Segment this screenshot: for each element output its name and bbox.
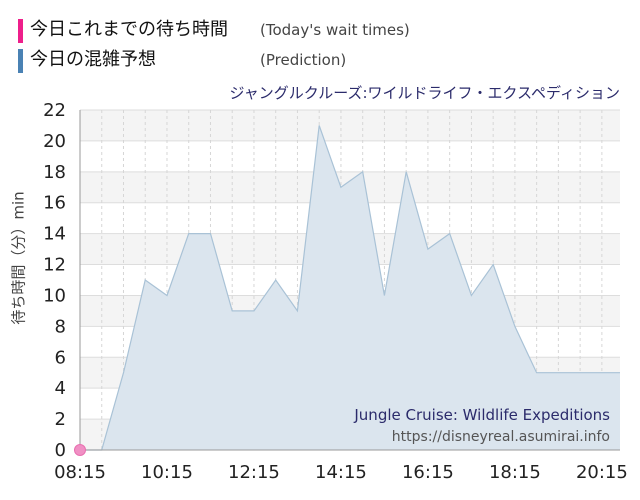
x-tick-label: 16:15 bbox=[402, 462, 454, 483]
y-tick-label: 4 bbox=[55, 378, 66, 399]
y-tick-label: 18 bbox=[43, 162, 66, 183]
x-tick-label: 08:15 bbox=[54, 462, 106, 483]
chart-title: ジャングルクルーズ:ワイルドライフ・エクスペディション bbox=[229, 84, 620, 102]
legend-sub-today: (Today's wait times) bbox=[260, 21, 410, 39]
y-tick-label: 10 bbox=[43, 285, 66, 306]
series-prediction-line bbox=[80, 125, 620, 451]
series-prediction-area bbox=[80, 125, 620, 450]
x-tick-label: 10:15 bbox=[141, 462, 193, 483]
x-tick-label: 18:15 bbox=[489, 462, 541, 483]
x-tick-label: 14:15 bbox=[315, 462, 367, 483]
today-point bbox=[74, 444, 86, 456]
legend-item-today: 今日これまでの待ち時間 (Today's wait times) bbox=[18, 17, 618, 43]
grid-band bbox=[80, 110, 620, 141]
legend-sub-prediction: (Prediction) bbox=[260, 51, 347, 69]
legend-item-prediction: 今日の混雑予想 (Prediction) bbox=[18, 47, 618, 73]
watermark-url: https://disneyreal.asumirai.info bbox=[392, 429, 610, 445]
watermark-title: Jungle Cruise: Wildlife Expeditions bbox=[353, 406, 610, 424]
y-tick-label: 22 bbox=[43, 100, 66, 121]
grid-band bbox=[80, 140, 620, 172]
legend-label-today: 今日これまでの待ち時間 bbox=[30, 19, 228, 40]
y-tick-label: 8 bbox=[55, 316, 66, 337]
y-tick-label: 20 bbox=[43, 131, 66, 152]
y-tick-label: 16 bbox=[43, 193, 66, 214]
x-tick-label: 12:15 bbox=[228, 462, 280, 483]
legend-swatch-prediction bbox=[18, 49, 23, 73]
legend-label-prediction: 今日の混雑予想 bbox=[30, 49, 156, 70]
legend-swatch-today bbox=[18, 19, 23, 43]
y-tick-label: 6 bbox=[55, 347, 66, 368]
y-tick-label: 12 bbox=[43, 255, 66, 276]
x-tick-label: 20:15 bbox=[576, 462, 628, 483]
y-tick-label: 2 bbox=[55, 409, 66, 430]
y-tick-label: 14 bbox=[43, 224, 66, 245]
y-tick-label: 0 bbox=[55, 440, 66, 461]
